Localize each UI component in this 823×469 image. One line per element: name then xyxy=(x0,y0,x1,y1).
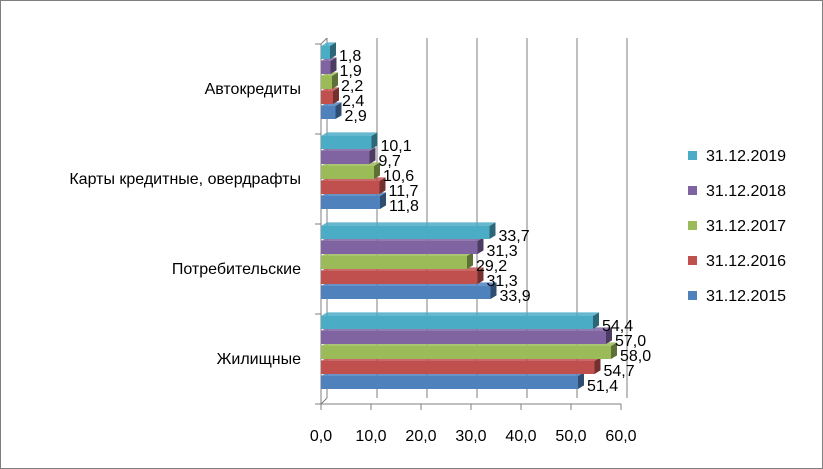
legend-swatch-4 xyxy=(688,291,697,300)
bar-3-0 xyxy=(321,331,606,344)
x-tick-label-6: 60,0 xyxy=(605,428,636,445)
data-label-0-1: 33,9 xyxy=(500,288,531,305)
bar-0-0 xyxy=(321,376,578,389)
bar-end-4-1 xyxy=(489,222,496,239)
bar-top-4-2 xyxy=(321,132,378,136)
data-label-2-2: 10,6 xyxy=(383,168,414,185)
bar-top-4-3 xyxy=(321,42,336,46)
bar-end-2-1 xyxy=(467,252,473,269)
bar-end-4-3 xyxy=(330,42,336,59)
x-tick-label-2: 20,0 xyxy=(405,428,436,445)
bar-end-3-3 xyxy=(330,57,337,74)
bar-top-4-0 xyxy=(321,312,599,316)
data-label-3-0: 57,0 xyxy=(615,333,646,350)
bar-end-0-0 xyxy=(578,372,584,389)
bar-0-2 xyxy=(321,196,380,209)
legend-label-2: 31.12.2017 xyxy=(706,218,786,235)
bar-4-0 xyxy=(321,316,593,329)
data-label-4-1: 33,7 xyxy=(499,228,530,245)
bar-2-1 xyxy=(321,256,467,269)
bar-top-3-3 xyxy=(321,57,337,61)
bar-4-1 xyxy=(321,226,490,239)
legend-label-3: 31.12.2016 xyxy=(706,253,786,270)
data-label-2-3: 2,2 xyxy=(341,78,363,95)
bar-end-0-1 xyxy=(490,282,497,299)
bar-end-2-2 xyxy=(374,162,380,179)
data-label-1-1: 31,3 xyxy=(487,273,518,290)
bar-top-2-3 xyxy=(321,72,338,76)
bar-0-1 xyxy=(321,286,491,299)
bar-2-2 xyxy=(321,166,374,179)
x-axis-depth-edge xyxy=(320,397,328,405)
data-label-3-2: 9,7 xyxy=(379,153,401,170)
bar-2-3 xyxy=(321,76,332,89)
bar-1-3 xyxy=(321,91,333,104)
bar-3-3 xyxy=(321,61,331,74)
bar-2-0 xyxy=(321,346,611,359)
category-label-2: Карты кредитные, овердрафты xyxy=(69,171,301,188)
bar-end-1-2 xyxy=(379,177,386,194)
data-label-4-0: 54,4 xyxy=(602,318,633,335)
legend-label-4: 31.12.2015 xyxy=(706,288,786,305)
bar-4-3 xyxy=(321,46,330,59)
x-tick-label-5: 50,0 xyxy=(555,428,586,445)
data-label-1-0: 54,7 xyxy=(604,363,635,380)
bar-top-4-1 xyxy=(321,222,496,226)
x-tick-label-4: 40,0 xyxy=(505,428,536,445)
category-label-0: Жилищные xyxy=(217,351,301,368)
bar-end-0-2 xyxy=(380,192,386,209)
data-label-1-3: 2,4 xyxy=(342,93,364,110)
bar-3-1 xyxy=(321,241,478,254)
data-label-1-2: 11,7 xyxy=(389,183,419,200)
legend-label-0: 31.12.2019 xyxy=(706,148,786,165)
data-label-3-3: 1,9 xyxy=(340,63,362,80)
bar-end-0-3 xyxy=(335,102,342,119)
data-label-4-3: 1,8 xyxy=(339,48,361,65)
x-tick-label-3: 30,0 xyxy=(455,428,486,445)
legend-swatch-0 xyxy=(688,151,697,160)
bar-end-1-3 xyxy=(333,87,339,104)
legend-swatch-1 xyxy=(688,186,697,195)
bar-end-3-0 xyxy=(606,327,612,344)
bar-end-1-0 xyxy=(594,357,601,374)
bar-1-1 xyxy=(321,271,478,284)
bar-0-3 xyxy=(321,106,336,119)
legend-swatch-2 xyxy=(688,221,697,230)
category-label-3: Автокредиты xyxy=(205,81,301,98)
bar-end-4-2 xyxy=(371,132,378,149)
y-axis-top-edge xyxy=(320,37,328,45)
bar-end-2-0 xyxy=(611,342,617,359)
legend-label-1: 31.12.2018 xyxy=(706,183,786,200)
bar-end-1-1 xyxy=(477,267,484,284)
data-label-0-2: 11,8 xyxy=(389,198,419,215)
x-tick-label-1: 10,0 xyxy=(355,428,386,445)
data-label-0-3: 2,9 xyxy=(345,108,367,125)
bar-end-2-3 xyxy=(332,72,338,89)
bar-1-2 xyxy=(321,181,380,194)
x-tick-label-0: 0,0 xyxy=(310,428,332,445)
legend-swatch-3 xyxy=(688,256,697,265)
data-label-0-0: 51,4 xyxy=(587,378,618,395)
bar-end-3-1 xyxy=(477,237,484,254)
data-label-3-1: 31,3 xyxy=(487,243,518,260)
data-label-2-1: 29,2 xyxy=(476,258,507,275)
bar-4-2 xyxy=(321,136,372,149)
bar-1-0 xyxy=(321,361,595,374)
bar-end-4-0 xyxy=(593,312,599,329)
bar-3-2 xyxy=(321,151,370,164)
data-label-2-0: 58,0 xyxy=(620,348,651,365)
data-label-4-2: 10,1 xyxy=(381,138,412,155)
category-label-1: Потребительские xyxy=(172,261,301,278)
bar-end-3-2 xyxy=(369,147,376,164)
